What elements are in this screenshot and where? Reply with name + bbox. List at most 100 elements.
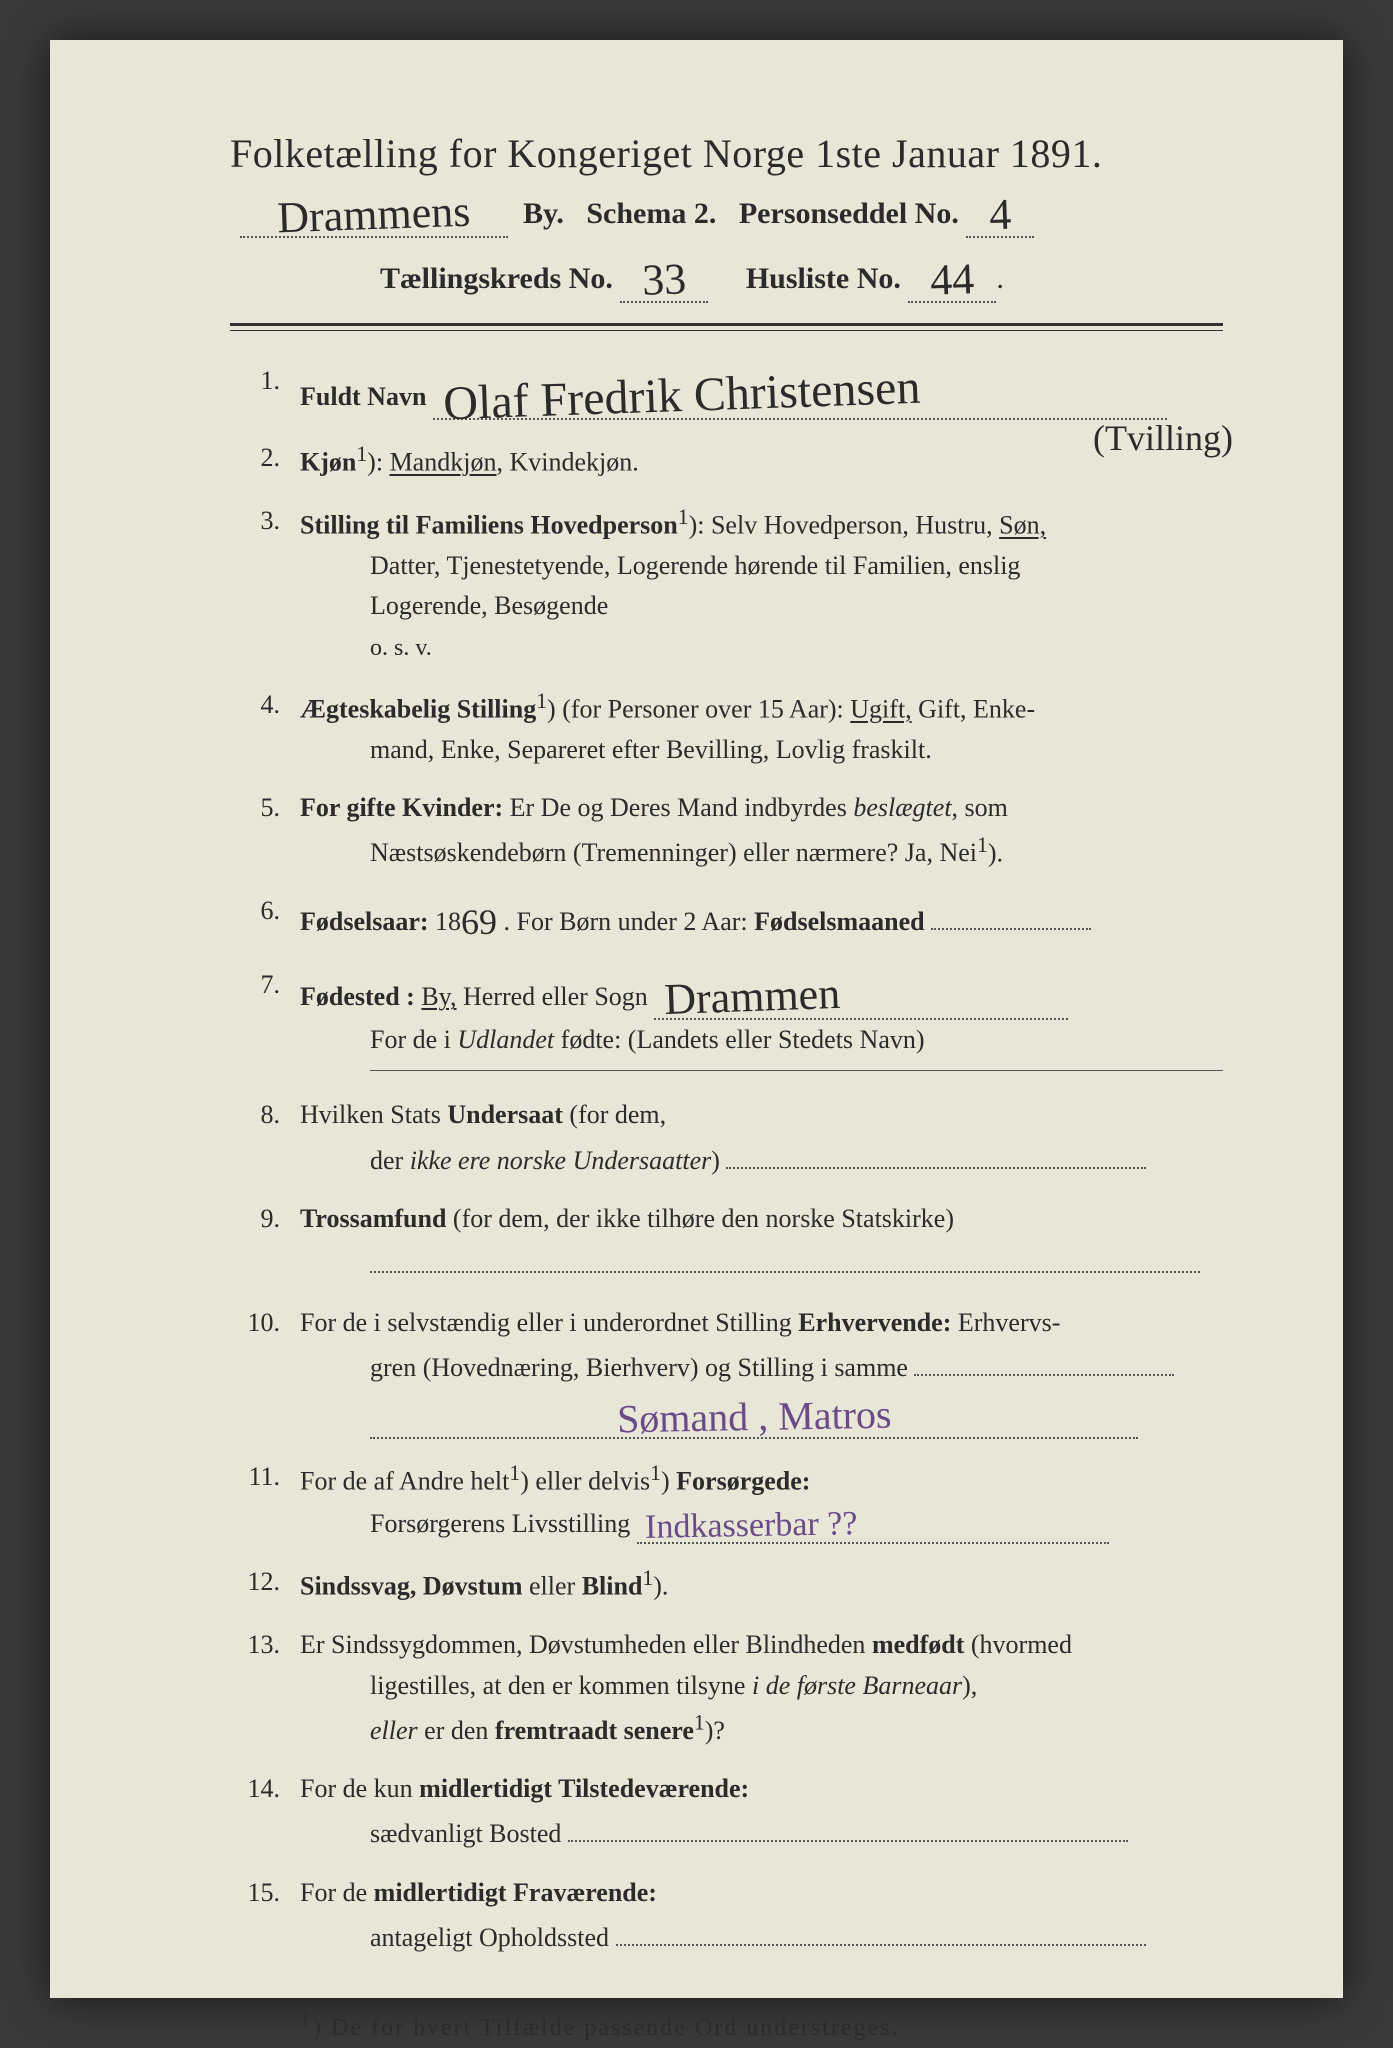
husliste-field: 44	[908, 248, 996, 303]
q1-label: Fuldt Navn	[300, 382, 426, 411]
q12-bold2: Blind	[582, 1572, 643, 1601]
q7-line2-wrap: For de i Udlandet fødte: (Landets eller …	[370, 1025, 925, 1054]
q7-udl: Udlandet	[457, 1025, 554, 1054]
q11-value: Indkasserbar ??	[644, 1504, 857, 1548]
q7-rest: Herred eller Sogn	[463, 982, 648, 1011]
q14-bold: midlertidigt Tilstedeværende:	[419, 1774, 749, 1803]
footnote: 1) De for hvert Tilfælde passende Ord un…	[300, 2009, 1223, 2042]
q3-line2: Datter, Tjenestetyende, Logerende hørend…	[370, 551, 1020, 580]
personseddel-no-field: 4	[966, 183, 1034, 238]
q15: For de midlertidigt Fraværende: antageli…	[230, 1873, 1223, 1959]
q13-line2b: ),	[962, 1671, 977, 1700]
q13-line3a: eller	[370, 1716, 418, 1745]
q5: For gifte Kvinder: Er De og Deres Mand i…	[230, 788, 1223, 873]
q7-line2a: For de i	[370, 1025, 457, 1054]
q4-label: Ægteskabelig Stilling	[300, 695, 536, 724]
q11-sup2: 1	[650, 1461, 661, 1485]
q13-text1: Er Sindssygdommen, Døvstumheden eller Bl…	[300, 1630, 872, 1659]
q14-blank	[568, 1809, 1128, 1842]
q4-sup: 1	[536, 689, 547, 713]
q2-opt2: Kvindekjøn.	[509, 448, 638, 477]
q12: Sindssvag, Døvstum eller Blind1).	[230, 1562, 1223, 1607]
q6-mid: . For Børn under 2 Aar:	[504, 907, 755, 936]
q11: For de af Andre helt1) eller delvis1) Fo…	[230, 1457, 1223, 1545]
q8-blank	[726, 1136, 1146, 1169]
q5-line2: Næstsøskendebørn (Tremenninger) eller næ…	[370, 838, 977, 867]
q1: Fuldt Navn Olaf Fredrik Christensen (Tvi…	[230, 361, 1223, 421]
q7-by: By,	[421, 982, 456, 1011]
q6-bold2: Fødselsmaaned	[754, 907, 924, 936]
q6-prefix: 18	[435, 907, 461, 936]
by-handwritten: Drammens	[277, 186, 472, 246]
q11-bold: Forsørgede:	[676, 1466, 810, 1495]
q9-bold: Trossamfund	[300, 1204, 446, 1233]
header-line-3: Tællingskreds No. 33 Husliste No. 44 .	[380, 248, 1223, 303]
q13-sup: 1	[694, 1710, 705, 1734]
scan-background: Folketælling for Kongeriget Norge 1ste J…	[0, 0, 1393, 2048]
form-list: Fuldt Navn Olaf Fredrik Christensen (Tvi…	[230, 361, 1223, 1959]
q2-sup: 1	[356, 442, 367, 466]
q4-line2: mand, Enke, Separeret efter Bevilling, L…	[370, 735, 932, 764]
q11-text1: For de af Andre helt	[300, 1466, 509, 1495]
q14-text: For de kun	[300, 1774, 419, 1803]
q2-opt1: Mandkjøn	[390, 448, 497, 477]
q12-text: eller	[523, 1572, 582, 1601]
q8-text1: Hvilken Stats	[300, 1100, 447, 1129]
q3: Stilling til Familiens Hovedperson1): Se…	[230, 501, 1223, 667]
header-rule	[230, 323, 1223, 331]
q15-blank	[616, 1913, 1146, 1946]
husliste-label: Husliste No.	[746, 262, 901, 295]
q5-end: ).	[988, 838, 1003, 867]
q11-field: Indkasserbar ??	[637, 1502, 1109, 1545]
q10-text1: For de i selvstændig eller i underordnet…	[300, 1308, 798, 1337]
q4: Ægteskabelig Stilling1) (for Personer ov…	[230, 685, 1223, 770]
q2-label: Kjøn	[300, 448, 356, 477]
q12-bold: Sindssvag, Døvstum	[300, 1572, 523, 1601]
q7-place: Drammen	[664, 968, 842, 1027]
q9-text: (for dem, der ikke tilhøre den norske St…	[453, 1204, 954, 1233]
q5-text2: , som	[952, 793, 1008, 822]
q10-value: Sømand , Matros	[616, 1390, 891, 1443]
q3-line3: Logerende, Besøgende	[370, 591, 608, 620]
personseddel-no: 4	[989, 189, 1013, 243]
q5-text1: Er De og Deres Mand indbyrdes	[510, 793, 854, 822]
q13-line3c: )?	[705, 1716, 725, 1745]
q1-value: Olaf Fredrik Christensen	[442, 358, 921, 432]
tkreds-field: 33	[620, 248, 708, 303]
q3-label: Stilling til Familiens Hovedperson	[300, 511, 678, 540]
q8-line2-wrap: der ikke ere norske Undersaatter)	[370, 1146, 726, 1175]
personseddel-label: Personseddel No.	[739, 197, 959, 230]
q4-paren: (for Personer over 15 Aar):	[562, 695, 844, 724]
q3-osv: o. s. v.	[370, 635, 432, 661]
q3-son: Søn,	[999, 511, 1046, 540]
q13-bold2: fremtraadt senere	[495, 1716, 694, 1745]
q7-rule	[370, 1070, 1223, 1071]
q15-text: For de	[300, 1878, 374, 1907]
q7-label: Fødested :	[300, 982, 415, 1011]
q13-bold1: medfødt	[872, 1630, 964, 1659]
q11-line2: Forsørgerens Livsstilling	[370, 1509, 630, 1538]
q8-line2b: )	[711, 1146, 720, 1175]
q3-sup: 1	[678, 505, 689, 529]
q13-ital: i de første Barneaar	[752, 1671, 962, 1700]
q12-end: ).	[653, 1572, 668, 1601]
q15-line2: antageligt Opholdssted	[370, 1923, 609, 1952]
q3-line1a: Selv Hovedperson, Hustru,	[711, 511, 999, 540]
q15-bold: midlertidigt Fraværende:	[374, 1878, 657, 1907]
q13-line2-wrap: ligestilles, at den er kommen tilsyne i …	[370, 1671, 977, 1700]
q8-text2: (for dem,	[563, 1100, 666, 1129]
q5-label: For gifte Kvinder:	[300, 793, 503, 822]
q10-bold1: Erhvervende:	[798, 1308, 951, 1337]
q10-blank1	[914, 1343, 1174, 1376]
census-form-page: Folketælling for Kongeriget Norge 1ste J…	[50, 40, 1343, 1998]
q2: Kjøn1): Mandkjøn, Kvindekjøn.	[230, 438, 1223, 483]
q13-line3b: er den	[418, 1716, 495, 1745]
q7-field: Drammen	[654, 965, 1068, 1020]
q11-sup1: 1	[509, 1461, 520, 1485]
header-line-2: Drammens By. Schema 2. Personseddel No. …	[240, 183, 1223, 238]
q11-text2: ) eller delvis	[520, 1466, 650, 1495]
q14-line2: sædvanligt Bosted	[370, 1819, 561, 1848]
schema-label: Schema 2.	[586, 197, 716, 230]
page-title: Folketælling for Kongeriget Norge 1ste J…	[230, 130, 1223, 177]
tkreds-label: Tællingskreds No.	[380, 262, 613, 295]
